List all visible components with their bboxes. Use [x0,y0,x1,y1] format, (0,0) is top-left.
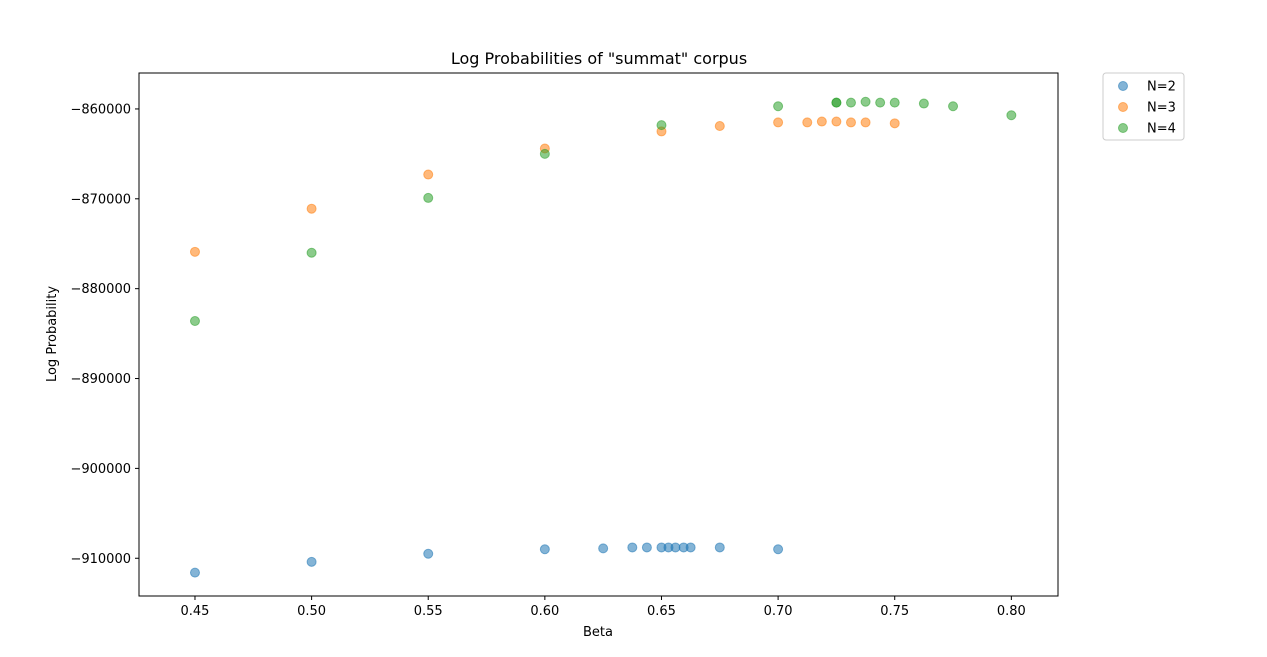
data-point [773,101,784,112]
data-point [918,98,929,109]
y-tick-label: −910000 [70,552,131,567]
data-point [306,203,317,214]
data-point [845,97,856,108]
series-n-4 [189,96,1017,327]
data-point [189,567,200,578]
data-point [831,116,842,127]
data-point [539,544,550,555]
data-point [889,97,900,108]
data-point [641,542,652,553]
x-tick-label: 0.50 [297,604,326,619]
data-point [189,246,200,257]
legend-marker [1118,102,1128,112]
series-n-2 [189,542,784,578]
data-point [889,118,900,129]
data-point [860,117,871,128]
y-tick-label: −880000 [70,282,131,297]
y-tick-label: −900000 [70,462,131,477]
y-tick-label: −860000 [70,102,131,117]
x-tick-label: 0.45 [181,604,210,619]
data-point [714,121,725,132]
y-tick-label: −890000 [70,372,131,387]
y-tick-label: −870000 [70,192,131,207]
series-n-3 [189,116,900,257]
legend-label: N=3 [1147,101,1176,116]
data-point [816,116,827,127]
chart-title: Log Probabilities of "summat" corpus [451,49,747,68]
data-point [306,556,317,567]
data-point [831,97,842,108]
data-point [656,120,667,131]
data-point [773,544,784,555]
x-tick-label: 0.55 [414,604,443,619]
legend-label: N=2 [1147,80,1176,95]
data-point [714,542,725,553]
data-point [845,117,856,128]
data-point [802,117,813,128]
data-point [539,148,550,159]
legend: N=2 N=3 N=4 [1102,72,1185,141]
x-tick-label: 0.60 [530,604,559,619]
data-point [860,96,871,107]
data-point [598,543,609,554]
data-point [423,192,434,203]
data-point [670,542,681,553]
plot-area [189,96,1017,578]
x-tick-label: 0.70 [764,604,793,619]
legend-marker [1118,81,1128,91]
data-point [948,101,959,112]
x-tick-label: 0.65 [647,604,676,619]
data-point [1006,110,1017,121]
data-point [423,169,434,180]
legend-marker [1118,123,1128,133]
data-point [875,97,886,108]
data-point [773,117,784,128]
y-axis-label: Log Probability [45,286,60,382]
x-tick-label: 0.80 [997,604,1026,619]
x-tick-label: 0.75 [880,604,909,619]
axes: 0.45 0.50 0.55 0.60 0.65 0.70 0.75 0.80 −860000 −… [70,72,1059,619]
data-point [685,542,696,553]
data-point [189,316,200,327]
data-point [423,548,434,559]
legend-label: N=4 [1147,122,1176,137]
data-point [306,247,317,258]
plot-frame [138,72,1059,597]
data-point [627,542,638,553]
x-axis-label: Beta [583,625,613,640]
